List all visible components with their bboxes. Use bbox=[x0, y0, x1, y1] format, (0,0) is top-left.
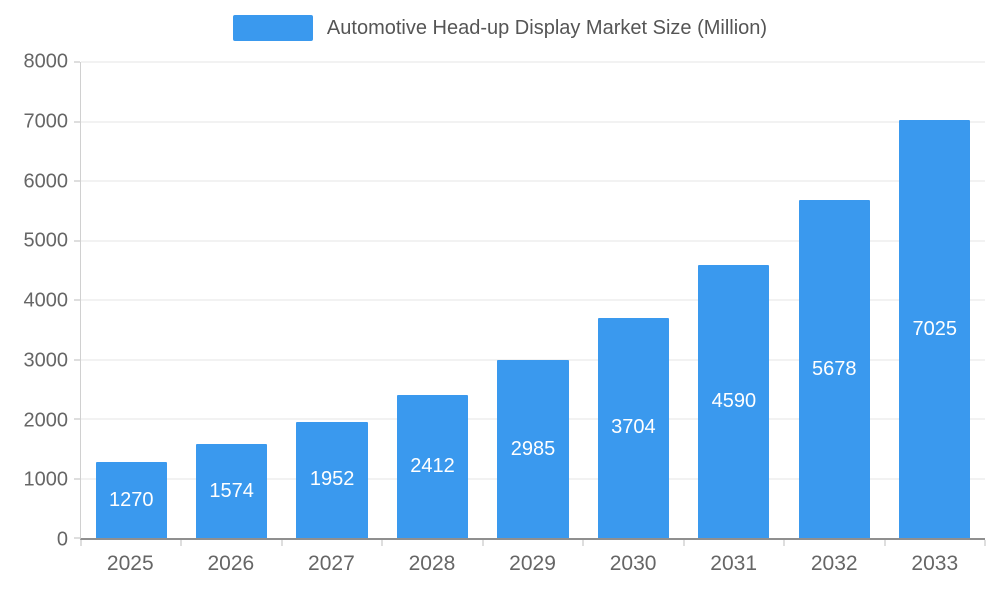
bar-value-label: 1952 bbox=[309, 468, 355, 491]
y-axis-tick bbox=[74, 478, 80, 479]
x-axis-tick-label: 2030 bbox=[609, 552, 657, 575]
y-axis-tick-label: 3000 bbox=[23, 349, 69, 372]
bar: 2412 bbox=[396, 394, 469, 538]
bar-value-label: 7025 bbox=[912, 317, 957, 340]
bar-value-label: 2985 bbox=[510, 437, 556, 460]
x-axis-tick bbox=[180, 540, 182, 546]
bar-slot: 4590 bbox=[684, 62, 784, 538]
bar: 1952 bbox=[296, 421, 368, 538]
bar-series: 1270 1574 1952 2412 2985 3704 4590 5678 7025 bbox=[81, 62, 985, 538]
x-axis-tick-label: 2025 bbox=[106, 552, 154, 575]
y-axis-tick bbox=[74, 121, 80, 122]
x-axis-tick bbox=[582, 540, 584, 546]
y-axis-tick bbox=[74, 180, 80, 182]
gridline bbox=[81, 180, 985, 182]
bar: 2985 bbox=[497, 360, 569, 538]
bar-slot: 5678 bbox=[784, 62, 884, 538]
y-axis-tick-label: 5000 bbox=[23, 229, 69, 252]
gridline bbox=[81, 61, 985, 63]
gridline bbox=[81, 240, 985, 241]
bar: 7025 bbox=[899, 120, 971, 538]
bar-value-label: 2412 bbox=[410, 454, 455, 477]
bar-value-label: 5678 bbox=[812, 357, 857, 380]
bar-slot: 7025 bbox=[885, 62, 985, 538]
y-axis-tick bbox=[74, 418, 80, 420]
x-axis-tick-label: 2026 bbox=[207, 552, 255, 575]
y-axis-tick-label: 6000 bbox=[23, 170, 69, 192]
bar-slot: 2412 bbox=[382, 62, 482, 538]
bar-slot: 1270 bbox=[81, 62, 181, 538]
plot-area: 1270 1574 1952 2412 2985 3704 4590 5678 7025 bbox=[74, 61, 986, 546]
y-axis-tick-label: 4000 bbox=[23, 289, 69, 312]
y-axis-tick bbox=[74, 61, 80, 63]
y-axis-labels: 0 1000 2000 3000 4000 5000 6000 7000 8000 bbox=[0, 51, 69, 551]
x-axis-tick bbox=[482, 540, 484, 546]
bar-slot: 3704 bbox=[583, 62, 683, 538]
gridline bbox=[81, 121, 985, 122]
y-axis-tick-label: 2000 bbox=[23, 409, 69, 431]
chart-legend[interactable]: Automotive Head-up Display Market Size (… bbox=[0, 15, 1000, 41]
y-axis-tick bbox=[74, 537, 80, 539]
bar: 3704 bbox=[597, 317, 670, 538]
x-axis-tick bbox=[783, 540, 785, 546]
y-axis-tick-label: 0 bbox=[56, 528, 68, 551]
bar: 1270 bbox=[95, 462, 167, 538]
x-axis-tick bbox=[381, 540, 383, 546]
x-axis-tick bbox=[80, 540, 82, 546]
bar-value-label: 1574 bbox=[209, 479, 254, 502]
x-axis-tick-label: 2033 bbox=[911, 552, 959, 575]
bar-value-label: 1270 bbox=[108, 488, 154, 511]
bar-slot: 1574 bbox=[181, 62, 281, 538]
x-axis-tick-label: 2027 bbox=[308, 552, 355, 575]
x-axis-tick bbox=[984, 540, 986, 546]
y-axis-tick-label: 1000 bbox=[23, 468, 69, 491]
gridline bbox=[81, 359, 985, 360]
bar-slot: 2985 bbox=[483, 62, 583, 538]
legend-label[interactable]: Automotive Head-up Display Market Size (… bbox=[326, 16, 768, 39]
y-axis-tick bbox=[74, 299, 80, 301]
y-axis-tick-label: 7000 bbox=[23, 110, 69, 133]
x-axis-tick-label: 2028 bbox=[408, 552, 456, 575]
x-axis-tick bbox=[281, 540, 283, 546]
bar: 4590 bbox=[698, 264, 770, 538]
x-axis-tick-label: 2032 bbox=[810, 552, 858, 575]
bar: 1574 bbox=[196, 444, 268, 538]
y-axis-tick bbox=[74, 359, 80, 360]
legend-swatch[interactable] bbox=[232, 15, 313, 41]
x-axis-tick-label: 2029 bbox=[509, 552, 556, 575]
x-axis-tick-label: 2031 bbox=[710, 552, 758, 575]
x-axis-labels: 2025 2026 2027 2028 2029 2030 2031 2032 2033 bbox=[80, 552, 985, 576]
x-axis-tick bbox=[683, 540, 685, 546]
bar-value-label: 4590 bbox=[711, 389, 757, 412]
gridline bbox=[81, 299, 985, 301]
bar-value-label: 3704 bbox=[611, 416, 656, 439]
bar-slot: 1952 bbox=[282, 62, 382, 538]
x-axis-tick bbox=[884, 540, 886, 546]
bar: 5678 bbox=[798, 200, 870, 538]
y-axis-tick-label: 8000 bbox=[23, 50, 69, 73]
y-axis-tick bbox=[74, 240, 80, 241]
